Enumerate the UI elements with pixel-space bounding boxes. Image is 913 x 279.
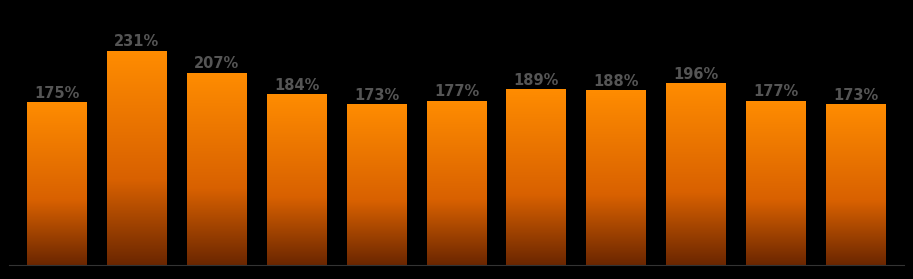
Text: 188%: 188% <box>593 74 639 89</box>
Text: 231%: 231% <box>114 34 160 49</box>
Text: 184%: 184% <box>274 78 320 93</box>
Text: 173%: 173% <box>354 88 399 103</box>
Text: 173%: 173% <box>834 88 878 103</box>
Text: 189%: 189% <box>514 73 559 88</box>
Text: 196%: 196% <box>674 67 719 82</box>
Text: 177%: 177% <box>753 84 799 99</box>
Text: 207%: 207% <box>194 56 239 71</box>
Text: 175%: 175% <box>35 86 79 101</box>
Text: 177%: 177% <box>434 84 479 99</box>
